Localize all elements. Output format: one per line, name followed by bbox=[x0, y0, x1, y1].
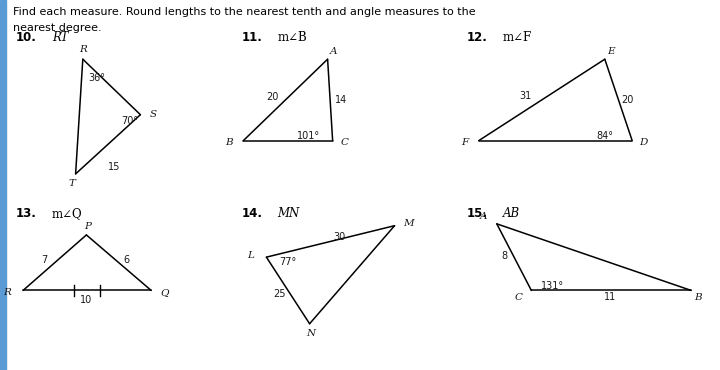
Text: nearest degree.: nearest degree. bbox=[13, 23, 102, 33]
Text: 8: 8 bbox=[501, 251, 507, 261]
Text: 11: 11 bbox=[604, 292, 617, 303]
Text: m∠B: m∠B bbox=[277, 31, 307, 44]
Text: 11.: 11. bbox=[241, 31, 262, 44]
Text: A: A bbox=[480, 212, 487, 221]
Text: R: R bbox=[4, 288, 11, 297]
Text: MN: MN bbox=[277, 207, 300, 220]
Text: A: A bbox=[330, 47, 337, 55]
Text: N: N bbox=[307, 329, 315, 337]
Text: F: F bbox=[461, 138, 468, 147]
Text: Find each measure. Round lengths to the nearest tenth and angle measures to the: Find each measure. Round lengths to the … bbox=[13, 7, 476, 17]
Text: C: C bbox=[340, 138, 348, 147]
Text: 70°: 70° bbox=[121, 116, 138, 127]
Text: AB: AB bbox=[503, 207, 520, 220]
Text: 77°: 77° bbox=[279, 257, 297, 267]
Text: 12.: 12. bbox=[467, 31, 487, 44]
Text: D: D bbox=[639, 138, 648, 147]
Text: 131°: 131° bbox=[541, 280, 564, 291]
Text: 31: 31 bbox=[519, 91, 532, 101]
Text: Q: Q bbox=[160, 288, 168, 297]
Text: 10.: 10. bbox=[16, 31, 37, 44]
Text: 6: 6 bbox=[123, 255, 129, 265]
Text: S: S bbox=[150, 110, 157, 119]
Text: 20: 20 bbox=[621, 95, 634, 105]
Text: m∠Q: m∠Q bbox=[52, 207, 83, 220]
Text: 101°: 101° bbox=[297, 131, 320, 141]
Text: 25: 25 bbox=[273, 289, 286, 299]
Text: 84°: 84° bbox=[596, 131, 613, 141]
Text: 13.: 13. bbox=[16, 207, 37, 220]
Text: 20: 20 bbox=[266, 92, 279, 102]
Text: 7: 7 bbox=[42, 255, 48, 265]
Text: E: E bbox=[607, 47, 614, 55]
Text: RT: RT bbox=[52, 31, 68, 44]
Text: P: P bbox=[84, 222, 91, 231]
Text: 14: 14 bbox=[335, 95, 348, 105]
Text: T: T bbox=[68, 179, 76, 188]
Text: 15.: 15. bbox=[467, 207, 487, 220]
Text: 30: 30 bbox=[333, 232, 346, 242]
Bar bbox=[0, 0, 6, 370]
Text: C: C bbox=[514, 293, 523, 302]
Text: 14.: 14. bbox=[241, 207, 262, 220]
Text: 10: 10 bbox=[80, 295, 93, 305]
Text: M: M bbox=[404, 219, 414, 228]
Text: R: R bbox=[79, 46, 86, 54]
Text: L: L bbox=[247, 251, 254, 260]
Text: B: B bbox=[695, 293, 702, 302]
Text: 15: 15 bbox=[107, 162, 120, 172]
Text: m∠F: m∠F bbox=[503, 31, 532, 44]
Text: 36°: 36° bbox=[89, 73, 106, 83]
Text: B: B bbox=[225, 138, 233, 147]
